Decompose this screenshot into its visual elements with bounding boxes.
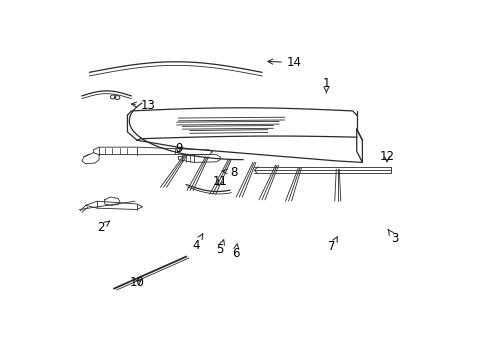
Text: 11: 11 [212, 175, 227, 188]
Text: 13: 13 [131, 99, 155, 112]
Text: 12: 12 [379, 150, 394, 163]
Text: 4: 4 [191, 234, 203, 252]
Text: 10: 10 [129, 276, 144, 289]
Text: 5: 5 [216, 240, 224, 256]
Text: 6: 6 [231, 244, 239, 260]
Text: 9: 9 [175, 142, 182, 155]
Text: 1: 1 [322, 77, 329, 93]
Text: 7: 7 [327, 237, 337, 253]
Text: 8: 8 [222, 166, 237, 179]
Text: 3: 3 [387, 229, 398, 245]
Text: 14: 14 [267, 56, 301, 69]
Text: 2: 2 [97, 221, 110, 234]
